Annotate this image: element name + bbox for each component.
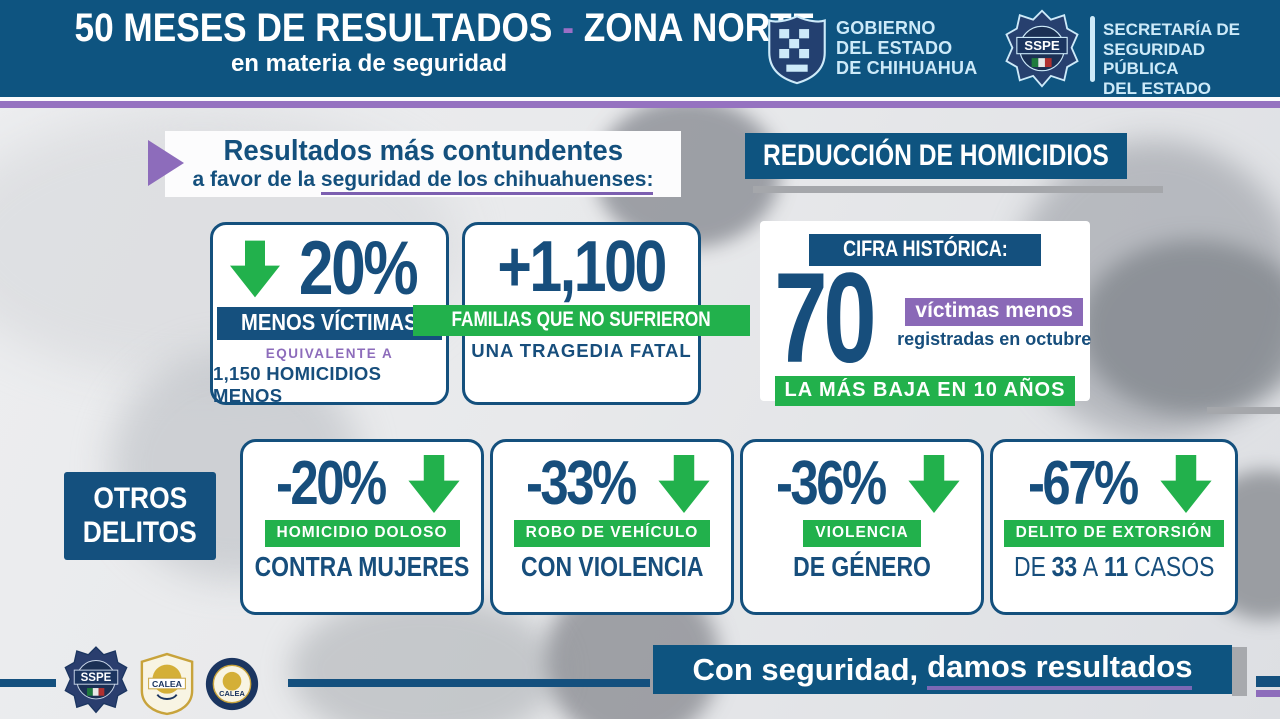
historic-header: CIFRA HISTÓRICA: xyxy=(808,234,1042,266)
right-edge-gray-line xyxy=(1207,407,1280,414)
victims-equiv-value: 1,150 HOMICIDIOS MENOS xyxy=(213,363,382,407)
historic-number: 70 xyxy=(774,247,877,390)
secretary-name: SECRETARÍA DE SEGURIDAD PÚBLICA DEL ESTA… xyxy=(1103,20,1278,98)
footer-edge-blue-bar xyxy=(1256,676,1280,687)
caption-word: A xyxy=(1082,550,1099,582)
background-photo-vehicle-dark xyxy=(1080,240,1280,415)
victims-value: 20% xyxy=(298,226,419,311)
calea-shield-logo: CALEA xyxy=(140,652,194,716)
header-purple-band xyxy=(0,101,1280,108)
footer-rule-left xyxy=(0,679,56,687)
crime-bar-label: VIOLENCIA xyxy=(803,519,921,547)
caption-word: DE xyxy=(1013,550,1046,582)
historic-row: 70 víctimas menos registradas en octubre xyxy=(758,247,1092,390)
card-violencia-genero: -36% VIOLENCIA DE GÉNERO xyxy=(740,439,984,615)
secretary-name-line2: SEGURIDAD PÚBLICA xyxy=(1103,39,1206,79)
crime-caption: CONTRA MUJERES xyxy=(254,550,470,582)
card-cifra-historica: CIFRA HISTÓRICA: 70 víctimas menos regis… xyxy=(758,221,1092,406)
families-value: +1,100 xyxy=(497,227,668,307)
slogan-regular: Con seguridad, xyxy=(692,651,919,687)
crime-value: -20% xyxy=(275,449,387,518)
calea-seal-text: CALEA xyxy=(219,689,245,698)
crime-value: -33% xyxy=(525,449,637,518)
background-photo-figure-left xyxy=(290,595,560,719)
victims-equiv-label: EQUIVALENTE A xyxy=(265,346,394,362)
chihuahua-crest-logo xyxy=(768,15,826,85)
otros-line1: OTROS xyxy=(93,482,187,516)
title-main: 50 MESES DE RESULTADOS xyxy=(74,6,553,50)
down-arrow-icon xyxy=(908,455,960,514)
crime-value-row: -36% xyxy=(764,449,961,518)
reduction-section-title: REDUCCIÓN DE HOMICIDIOS xyxy=(745,133,1127,179)
crime-caption: CON VIOLENCIA xyxy=(520,550,704,582)
victims-bar-label: MENOS VÍCTIMAS xyxy=(217,307,442,341)
down-arrow-icon xyxy=(408,455,460,514)
calea-seal-logo: CALEA xyxy=(205,657,259,711)
pointer-triangle-icon xyxy=(148,140,184,186)
results-subtitle-underlined: seguridad de los chihuahuenses: xyxy=(320,167,654,195)
page-title: 50 MESES DE RESULTADOS - ZONA NORTE xyxy=(24,6,815,50)
families-bar-label: FAMILIAS QUE NO SUFRIERON xyxy=(413,305,750,337)
reduction-shadow-line xyxy=(753,186,1163,193)
otros-delitos-label: OTROS DELITOS xyxy=(64,472,216,560)
card-robo-vehiculo: -33% ROBO DE VEHÍCULO CON VIOLENCIA xyxy=(490,439,734,615)
results-title: Resultados más contundentes xyxy=(223,135,623,168)
footer-rule-mid xyxy=(288,679,650,687)
government-name-line2: DEL ESTADO xyxy=(836,38,953,59)
caption-word: CASOS xyxy=(1133,550,1215,582)
crime-value-row: -67% xyxy=(1016,449,1213,518)
card-homicidio-doloso: -20% HOMICIDIO DOLOSO CONTRA MUJERES xyxy=(240,439,484,615)
crime-value-row: -20% xyxy=(264,449,461,518)
crime-caption: DE 33 A 11 CASOS xyxy=(992,551,1236,583)
historic-detail: registradas en octubre xyxy=(897,328,1092,349)
footer-edge-purple-bar xyxy=(1256,690,1280,697)
secretary-name-line3: DEL ESTADO xyxy=(1103,78,1211,98)
sspe-badge-text: SSPE xyxy=(1024,38,1060,53)
sspe-badge-icon: SSPE xyxy=(1005,9,1079,88)
crime-bar-label: DELITO DE EXTORSIÓN xyxy=(1003,519,1225,547)
historic-highlight: víctimas menos xyxy=(905,297,1083,326)
government-name-line3: DE CHIHUAHUA xyxy=(836,58,978,79)
families-value-row: +1,100 xyxy=(479,227,683,307)
calea-shield-text: CALEA xyxy=(152,679,183,689)
card-extorsion: -67% DELITO DE EXTORSIÓN DE 33 A 11 CASO… xyxy=(990,439,1238,615)
title-dash: - xyxy=(562,6,574,50)
header-logo-divider xyxy=(1090,16,1095,82)
slogan-banner: Con seguridad, damos resultados xyxy=(653,645,1247,696)
crime-bar-label: HOMICIDIO DOLOSO xyxy=(264,519,460,547)
down-arrow-icon xyxy=(229,240,280,298)
results-subtitle: a favor de la seguridad de los chihuahue… xyxy=(192,167,654,195)
results-banner: Resultados más contundentes a favor de l… xyxy=(165,131,681,197)
card-menos-victimas: 20% MENOS VÍCTIMAS EQUIVALENTE A 1,150 H… xyxy=(210,222,449,407)
crime-value-row: -33% xyxy=(514,449,711,518)
historic-texts: víctimas menos registradas en octubre xyxy=(897,297,1092,350)
crime-caption: DE GÉNERO xyxy=(793,550,931,582)
crime-value: -67% xyxy=(1027,449,1139,518)
otros-line2: DELITOS xyxy=(83,516,197,549)
secretary-name-line1: SECRETARÍA DE xyxy=(1103,20,1240,39)
page-title-inner: 50 MESES DE RESULTADOS - ZONA NORTE xyxy=(74,6,815,50)
historic-footer: LA MÁS BAJA EN 10 AÑOS xyxy=(774,375,1076,406)
header-divider-gap xyxy=(0,97,1280,101)
government-name-line1: GOBIERNO xyxy=(836,18,936,38)
government-name: GOBIERNO DEL ESTADO DE CHIHUAHUA xyxy=(836,18,1006,78)
victims-value-row: 20% xyxy=(229,226,429,311)
crime-bar-label: ROBO DE VEHÍCULO xyxy=(513,519,711,547)
extorsion-caption: DE 33 A 11 CASOS xyxy=(1014,551,1214,583)
caption-number-to: 11 xyxy=(1103,550,1129,582)
sspe-badge-text: SSPE xyxy=(81,672,112,684)
caption-number-from: 33 xyxy=(1051,550,1077,582)
page-title-block: 50 MESES DE RESULTADOS - ZONA NORTE en m… xyxy=(24,6,815,78)
down-arrow-icon xyxy=(1160,455,1212,514)
sspe-badge-icon: SSPE xyxy=(64,646,128,714)
page-subtitle: en materia de seguridad xyxy=(230,50,508,77)
card-familias: +1,100 FAMILIAS QUE NO SUFRIERON UNA TRA… xyxy=(413,222,750,405)
families-caption: UNA TRAGEDIA FATAL xyxy=(471,340,692,362)
down-arrow-icon xyxy=(658,455,710,514)
slogan-bold: damos resultados xyxy=(927,649,1193,690)
results-subtitle-prefix: a favor de la xyxy=(192,167,316,191)
crime-value: -36% xyxy=(775,449,887,518)
